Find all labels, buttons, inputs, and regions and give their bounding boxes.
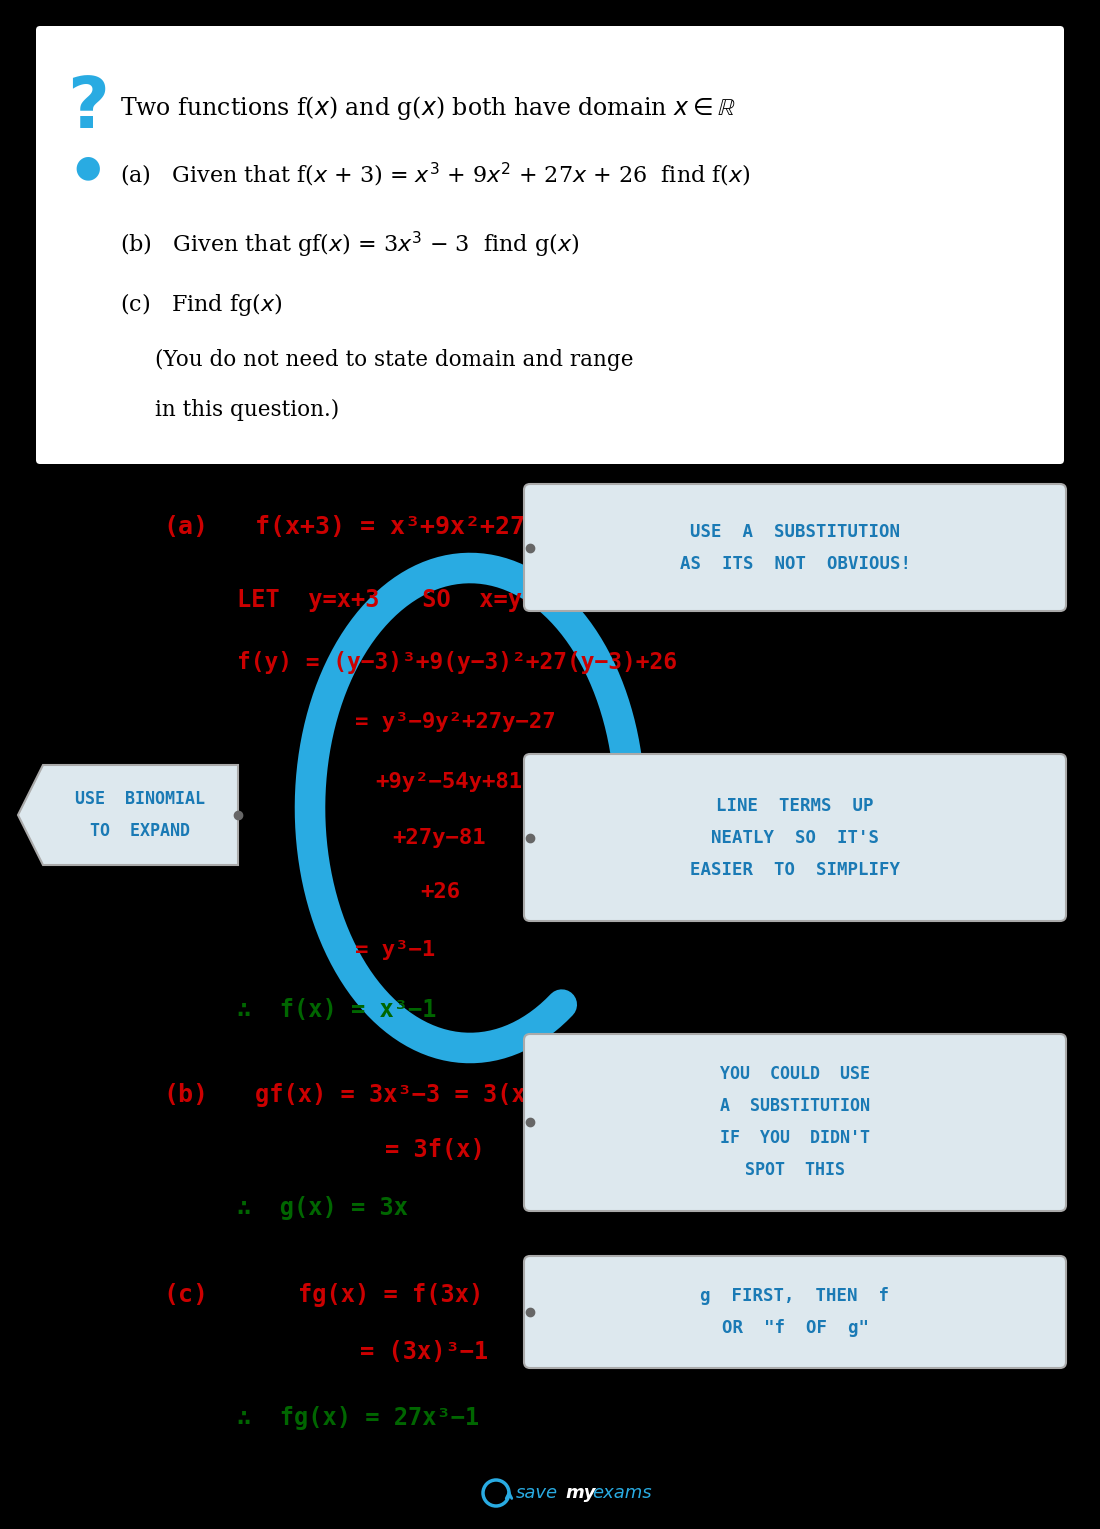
Text: ?: ? [67, 73, 109, 142]
Text: +26: +26 [420, 882, 460, 902]
Text: exams: exams [592, 1485, 651, 1501]
Text: gf(x) = 3x³−3 = 3(x³−1): gf(x) = 3x³−3 = 3(x³−1) [255, 1083, 583, 1107]
Text: = 3f(x): = 3f(x) [385, 1138, 485, 1162]
FancyBboxPatch shape [36, 26, 1064, 463]
Text: = y³−9y²+27y−27: = y³−9y²+27y−27 [355, 713, 556, 732]
Text: f(y) = (y−3)³+9(y−3)²+27(y−3)+26: f(y) = (y−3)³+9(y−3)²+27(y−3)+26 [236, 650, 676, 673]
Text: USE  BINOMIAL
TO  EXPAND: USE BINOMIAL TO EXPAND [75, 790, 205, 839]
Text: (c): (c) [163, 1283, 208, 1307]
Text: (You do not need to state domain and range: (You do not need to state domain and ran… [155, 349, 634, 372]
Text: +27y−81: +27y−81 [392, 829, 485, 849]
Text: ●: ● [75, 153, 101, 182]
Text: LET  y=x+3   SO  x=y−3: LET y=x+3 SO x=y−3 [236, 589, 550, 612]
Text: save: save [516, 1485, 558, 1501]
Text: ∴  fg(x) = 27x³−1: ∴ fg(x) = 27x³−1 [236, 1407, 480, 1430]
FancyBboxPatch shape [524, 754, 1066, 920]
Text: ∴  f(x) = x³−1: ∴ f(x) = x³−1 [236, 998, 437, 1021]
Text: g  FIRST,  THEN  f
OR  "f  OF  g": g FIRST, THEN f OR "f OF g" [701, 1287, 890, 1336]
Text: (a)   Given that f($x$ + 3) = $x^3$ + 9$x^2$ + 27$x$ + 26  find f($x$): (a) Given that f($x$ + 3) = $x^3$ + 9$x^… [120, 161, 751, 190]
Text: YOU  COULD  USE
A  SUBSTITUTION
IF  YOU  DIDN'T
SPOT  THIS: YOU COULD USE A SUBSTITUTION IF YOU DIDN… [720, 1066, 870, 1179]
Text: (b): (b) [163, 1083, 208, 1107]
Text: f(x+3) = x³+9x²+27x+26: f(x+3) = x³+9x²+27x+26 [255, 515, 585, 540]
Text: ∴  g(x) = 3x: ∴ g(x) = 3x [236, 1196, 408, 1220]
Polygon shape [609, 786, 649, 842]
FancyBboxPatch shape [524, 1034, 1066, 1211]
Text: (c)   Find fg($x$): (c) Find fg($x$) [120, 292, 283, 318]
Text: Two functions f($x$) and g($x$) both have domain $x \in \mathbb{R}$: Two functions f($x$) and g($x$) both hav… [120, 93, 736, 122]
Text: in this question.): in this question.) [155, 399, 339, 420]
Text: = y³−1: = y³−1 [355, 940, 436, 960]
Text: my: my [565, 1485, 595, 1501]
Text: = (3x)³−1: = (3x)³−1 [360, 1339, 488, 1364]
Text: USE  A  SUBSTITUTION
AS  ITS  NOT  OBVIOUS!: USE A SUBSTITUTION AS ITS NOT OBVIOUS! [680, 523, 911, 573]
Text: fg(x) = f(3x): fg(x) = f(3x) [298, 1283, 483, 1307]
Text: +9y²−54y+81: +9y²−54y+81 [375, 772, 522, 792]
Text: LINE  TERMS  UP
NEATLY  SO  IT'S
EASIER  TO  SIMPLIFY: LINE TERMS UP NEATLY SO IT'S EASIER TO S… [690, 797, 900, 879]
Text: (b)   Given that gf($x$) = 3$x^3$ $-$ 3  find g($x$): (b) Given that gf($x$) = 3$x^3$ $-$ 3 fi… [120, 229, 580, 260]
Text: (a): (a) [163, 515, 208, 540]
FancyBboxPatch shape [524, 485, 1066, 612]
Polygon shape [18, 764, 238, 865]
FancyBboxPatch shape [524, 1255, 1066, 1368]
